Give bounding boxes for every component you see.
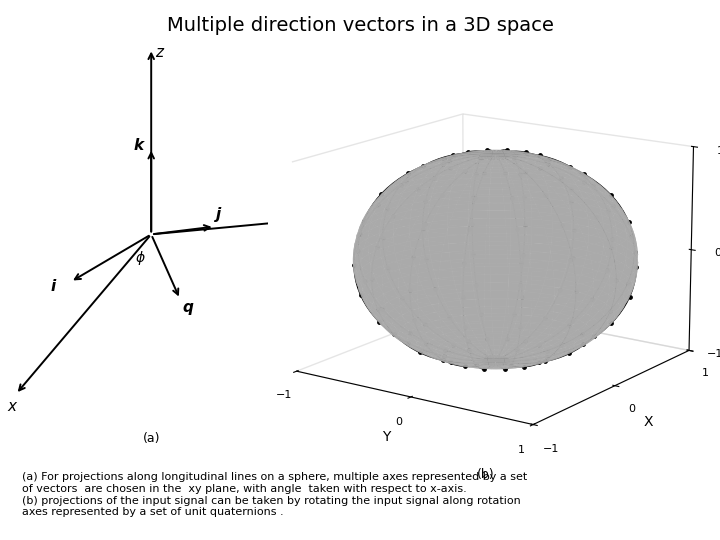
Text: x: x (7, 400, 16, 415)
Text: Multiple direction vectors in a 3D space: Multiple direction vectors in a 3D space (166, 16, 554, 35)
X-axis label: Y: Y (382, 430, 390, 444)
Text: (a) For projections along longitudinal lines on a sphere, multiple axes represen: (a) For projections along longitudinal l… (22, 472, 527, 517)
Y-axis label: X: X (644, 415, 654, 429)
Text: i: i (50, 279, 55, 294)
Text: (a): (a) (143, 431, 160, 445)
Text: q: q (183, 300, 194, 315)
Text: y: y (291, 205, 300, 220)
Text: z: z (156, 45, 163, 60)
Text: $\phi$: $\phi$ (135, 249, 146, 267)
Text: k: k (134, 138, 144, 153)
Text: (b): (b) (477, 468, 495, 481)
Text: j: j (216, 207, 221, 222)
